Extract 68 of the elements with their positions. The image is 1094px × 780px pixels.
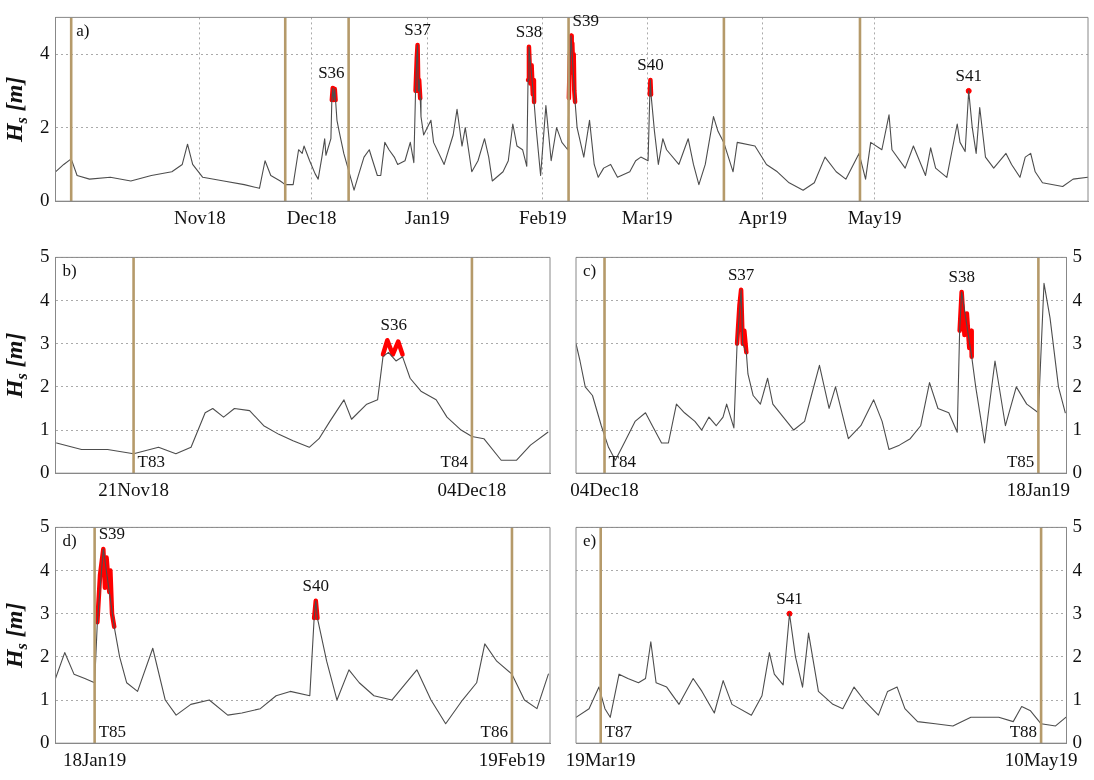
annotation: a) — [76, 21, 90, 41]
y2-tick-label: 4 — [1072, 558, 1083, 580]
x-tick-label: Jan19 — [405, 206, 450, 228]
annotation: S40 — [637, 54, 664, 74]
x-tick-label: 18Jan19 — [1006, 478, 1071, 500]
y-tick-label: 5 — [40, 245, 50, 267]
annotation: S38 — [515, 21, 543, 41]
y2-tick-label: 2 — [1072, 374, 1082, 396]
y-axis-title: Hs [m] — [1, 602, 31, 670]
y-tick-label: 3 — [40, 601, 50, 623]
y-tick-label: 4 — [40, 558, 50, 580]
y-tick-label: 4 — [40, 42, 50, 64]
annotation: S39 — [572, 10, 600, 30]
y-tick-label: 3 — [40, 331, 50, 353]
x-tick-label: Dec18 — [286, 206, 337, 228]
y2-tick-label: 1 — [1072, 688, 1082, 710]
x-tick-label: May19 — [847, 206, 902, 228]
y-tick-label: 5 — [40, 515, 50, 537]
y-tick-label: 0 — [40, 461, 50, 483]
ref-line-label: T85 — [98, 722, 127, 742]
y2-tick-label: 1 — [1072, 418, 1082, 440]
annotation: S41 — [955, 65, 982, 85]
annotation: S40 — [302, 575, 330, 595]
y2-tick-label: 0 — [1072, 461, 1082, 483]
y2-tick-label: 2 — [1072, 644, 1082, 666]
x-tick-label: 18Jan19 — [62, 748, 127, 770]
y-tick-label: 0 — [40, 189, 50, 211]
ref-line-label: T87 — [604, 722, 633, 742]
x-tick-label: 19Feb19 — [478, 748, 546, 770]
x-tick-label: Mar19 — [621, 206, 673, 228]
annotation: S41 — [776, 588, 803, 608]
annotation: S37 — [404, 19, 432, 39]
annotation: S37 — [727, 264, 755, 284]
x-tick-label: 21Nov18 — [98, 478, 169, 500]
y-tick-label: 2 — [40, 374, 50, 396]
annotation: c) — [583, 261, 597, 281]
y-tick-label: 1 — [40, 418, 50, 440]
annotation: e) — [583, 531, 597, 551]
ref-line-label: T86 — [480, 722, 508, 742]
y-tick-label: 4 — [40, 288, 50, 310]
y2-tick-label: 4 — [1072, 288, 1083, 310]
y2-tick-label: 3 — [1072, 331, 1082, 353]
annotation: S39 — [98, 523, 126, 543]
y-tick-label: 1 — [40, 688, 50, 710]
x-tick-label: Feb19 — [519, 206, 567, 228]
x-tick-label: 04Dec18 — [570, 478, 639, 500]
annotation: S38 — [948, 266, 975, 286]
y-tick-label: 0 — [40, 731, 50, 753]
annotation: b) — [62, 261, 77, 281]
y-tick-label: 2 — [40, 115, 50, 137]
y2-tick-label: 5 — [1072, 245, 1082, 267]
y2-tick-label: 5 — [1072, 515, 1082, 537]
ref-line-label: T85 — [1006, 452, 1035, 472]
annotation: S36 — [318, 62, 345, 82]
y-axis-title: Hs [m] — [1, 332, 31, 400]
x-tick-label: Nov18 — [173, 206, 226, 228]
y-tick-label: 2 — [40, 644, 50, 666]
y-axis-title: Hs [m] — [1, 76, 31, 144]
x-tick-label: Apr19 — [738, 206, 788, 228]
y2-tick-label: 3 — [1072, 601, 1082, 623]
ref-line-label: T84 — [440, 452, 469, 472]
x-tick-label: 04Dec18 — [437, 478, 507, 500]
ref-line-label: T84 — [608, 452, 637, 472]
annotation: S36 — [380, 315, 408, 335]
ref-line-label: T88 — [1009, 722, 1038, 742]
x-tick-label: 19Mar19 — [565, 748, 636, 770]
ref-line-label: T83 — [137, 452, 165, 472]
annotation: d) — [62, 531, 77, 551]
